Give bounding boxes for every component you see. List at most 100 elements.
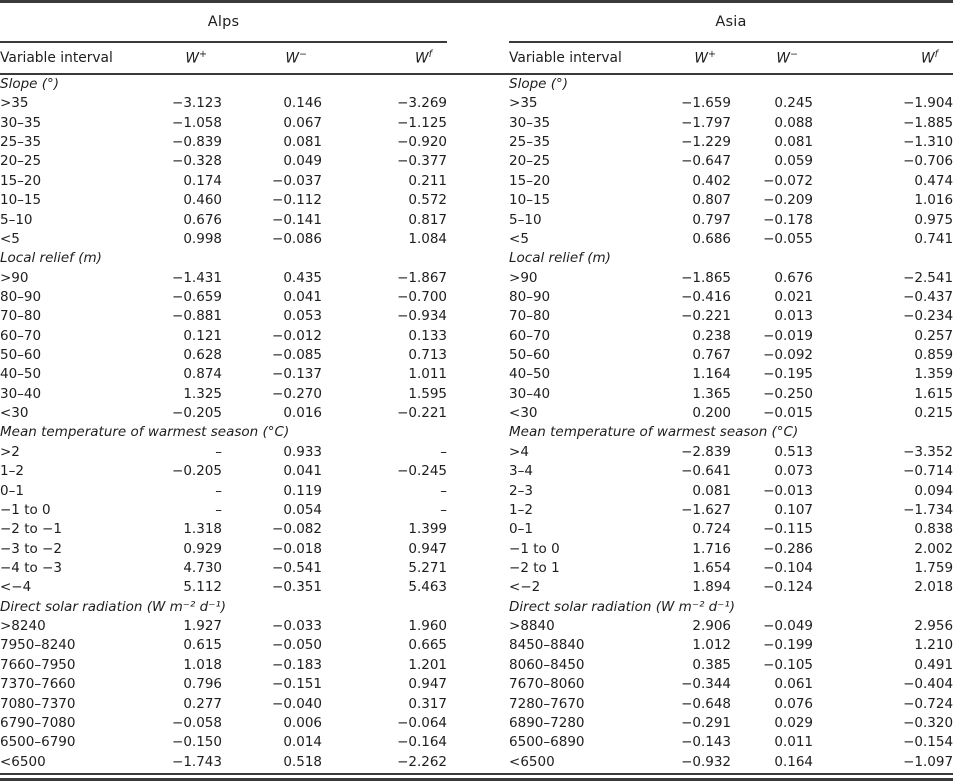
variable-interval-cell: 10–15 [0,192,42,209]
asia-table: Slope (°) >35 −1.659 0.245 −1.904 30–35 −1.797… [509,75,953,772]
variable-interval-cell: >90 [0,269,29,286]
table-row: <6500 −0.932 0.164 −1.097 [509,753,953,772]
table-row: 80–90 −0.659 0.041 −0.700 [0,288,447,307]
variable-interval-cell: 50–60 [509,347,551,364]
section-header-row: Direct solar radiation (W m⁻² d⁻¹) [509,598,953,617]
w-minus-cell: 0.016 [283,405,322,422]
w-minus-cell: −0.183 [272,656,322,673]
w-plus-cell: 0.797 [692,211,732,228]
w-minus-cell: 0.059 [774,153,814,170]
w-minus-cell: −0.033 [272,618,322,635]
w-minus-cell: 0.073 [774,463,814,480]
variable-interval-cell: 0–1 [0,482,24,499]
w-final-cell: −0.724 [903,695,953,712]
variable-interval-cell: 7370–7660 [0,676,76,693]
w-plus-cell: 1.012 [692,637,732,654]
w-minus-cell: −0.270 [272,385,322,402]
w-plus-cell: −0.344 [681,676,732,693]
variable-interval-cell: 6500–6790 [0,734,76,751]
w-final-cell: −0.700 [397,288,448,305]
w-minus-cell: −0.115 [763,521,814,538]
w-final-cell: 1.084 [408,230,448,247]
w-minus-cell: 0.146 [283,95,322,112]
w-plus-cell: −1.865 [681,269,732,286]
w-plus-cell: −0.416 [681,288,732,305]
w-final-cell: 0.665 [408,637,448,654]
variable-interval-cell: 40–50 [509,366,551,383]
table-row: >90 −1.865 0.676 −2.541 [509,269,953,288]
w-plus-cell: −0.205 [172,463,222,480]
table-row: >4 −2.839 0.513 −3.352 [509,443,953,462]
variable-interval-cell: 25–35 [0,134,42,151]
table-row: −3 to −2 0.929 −0.018 0.947 [0,540,447,559]
section-title: Local relief (m) [509,250,611,267]
w-minus-cell: −0.037 [272,172,322,189]
table-row: 7660–7950 1.018 −0.183 1.201 [0,656,447,675]
w-plus-cell: 1.365 [692,385,732,402]
column-header-w-minus: W− [285,49,307,67]
table-row: 6790–7080 −0.058 0.006 −0.064 [0,714,447,733]
w-minus-cell: −0.013 [763,482,814,499]
w-plus-cell: 0.686 [692,230,732,247]
column-header-w-final: Wf [414,49,432,67]
table-body: Slope (°) >35 −3.123 0.146 −3.269 30–35 −1.058… [0,75,953,773]
w-minus-cell: −0.541 [272,559,322,576]
section-title: Local relief (m) [0,250,102,267]
variable-interval-cell: 8450–8840 [509,637,585,654]
w-plus-cell: 0.277 [183,695,222,712]
variable-interval-cell: 6890–7280 [509,714,585,731]
table-row: 30–35 −1.797 0.088 −1.885 [509,114,953,133]
section-header-row: Slope (°) [509,75,953,94]
w-minus-cell: 0.006 [283,714,322,731]
variable-interval-cell: 70–80 [0,308,42,325]
group-header-row: Alps Asia [0,3,953,43]
variable-interval-cell: 15–20 [0,172,42,189]
section-header-row: Mean temperature of warmest season (°C) [509,423,953,442]
w-final-cell: −0.234 [903,308,953,325]
w-plus-cell: −0.058 [172,714,222,731]
w-final-cell: −1.097 [903,753,953,770]
section-title: Slope (°) [0,76,60,92]
w-minus-cell: 0.041 [283,463,322,480]
w-plus-cell: −0.328 [172,153,222,170]
section-title: Direct solar radiation (W m⁻² d⁻¹) [0,598,226,615]
variable-interval-cell: 7280–7670 [509,695,585,712]
table-row: >8240 1.927 −0.033 1.960 [0,617,447,636]
column-header-w-plus: W+ [185,49,207,67]
table-row: >90 −1.431 0.435 −1.867 [0,269,447,288]
table-row: 30–40 1.325 −0.270 1.595 [0,385,447,404]
table-row: <30 −0.205 0.016 −0.221 [0,404,447,423]
w-minus-cell: 0.067 [283,114,322,131]
w-final-cell: 0.133 [408,327,448,344]
w-final-cell: −1.734 [903,501,953,518]
table-row: <−2 1.894 −0.124 2.018 [509,578,953,597]
w-plus-cell: −1.627 [681,501,732,518]
w-minus-cell: 0.164 [774,753,814,770]
w-minus-cell: 0.435 [283,269,322,286]
w-final-cell: −0.221 [397,405,448,422]
table-row: 60–70 0.121 −0.012 0.133 [0,327,447,346]
w-plus-cell: −0.143 [681,734,732,751]
table-row: <−4 5.112 −0.351 5.463 [0,578,447,597]
w-plus-cell: 0.767 [692,347,732,364]
w-final-cell: −0.154 [903,734,953,751]
table-row: 40–50 0.874 −0.137 1.011 [0,365,447,384]
variable-interval-cell: <6500 [509,753,555,770]
section-title: Mean temperature of warmest season (°C) [0,424,290,441]
w-plus-cell: 0.874 [183,366,222,383]
table-row: 70–80 −0.221 0.013 −0.234 [509,307,953,326]
table-row: 5–10 0.797 −0.178 0.975 [509,211,953,230]
variable-interval-cell: −1 to 0 [0,501,51,518]
w-plus-cell: −0.932 [681,753,732,770]
w-plus-cell: 2.906 [692,618,732,635]
w-minus-cell: 0.088 [774,114,814,131]
w-final-cell: 0.215 [914,405,953,422]
w-plus-cell: 0.121 [183,327,222,344]
bottom-rule [0,778,953,781]
w-plus-cell: 0.807 [692,192,732,209]
w-final-cell: 0.211 [408,172,448,189]
w-final-cell: 1.201 [408,656,448,673]
table-row: 20–25 −0.328 0.049 −0.377 [0,152,447,171]
w-plus-cell: 0.998 [183,230,222,247]
